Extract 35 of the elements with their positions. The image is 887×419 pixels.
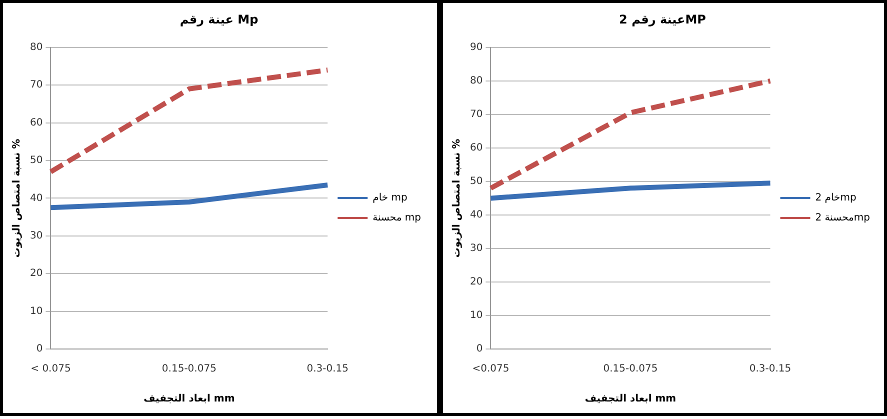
x-tick-label: < 0.075 <box>30 364 71 375</box>
y-tick-label: 50 <box>30 155 43 166</box>
x-tick-label: 0.3-0.15 <box>749 364 792 375</box>
legend-label: محسنة mp <box>372 212 422 224</box>
x-axis-title: ابعاد التجفيف mm <box>144 394 235 405</box>
y-tick-label: 30 <box>30 230 43 242</box>
y-tick-label: 0 <box>36 344 43 355</box>
y-tick-label: 90 <box>470 42 483 53</box>
y-tick-label: 30 <box>470 243 483 254</box>
x-tick-label: 0.15-0.075 <box>162 364 216 375</box>
x-tick-label: 0.3-0.15 <box>306 364 349 375</box>
legend-label: خام 2mp <box>815 192 856 204</box>
legend-label: خام mp <box>372 192 408 204</box>
legend-label: محسنة 2mp <box>815 212 870 224</box>
y-tick-label: 60 <box>470 142 483 154</box>
x-tick-label: <0.075 <box>472 364 510 375</box>
y-tick-label: 50 <box>470 176 483 188</box>
y-tick-label: 80 <box>30 42 43 53</box>
y-tick-label: 70 <box>30 80 43 91</box>
x-axis-title: ابعاد التجفيف mm <box>584 394 676 405</box>
y-axis-title: نسبة امتصاص الزيوت % <box>452 138 463 258</box>
y-tick-label: 20 <box>470 276 483 288</box>
y-tick-label: 20 <box>30 268 43 280</box>
y-tick-label: 80 <box>470 76 483 87</box>
x-tick-label: 0.15-0.075 <box>603 364 658 375</box>
y-tick-label: 70 <box>470 109 483 120</box>
y-tick-label: 10 <box>470 310 483 322</box>
y-tick-label: 0 <box>476 344 483 355</box>
chart-title: عينة رقم Mp <box>180 12 259 26</box>
y-tick-label: 60 <box>30 117 43 128</box>
y-tick-label: 40 <box>470 210 483 221</box>
y-axis-title: نسبة امتصاص الزيوت % <box>12 138 23 258</box>
y-tick-label: 40 <box>30 192 43 204</box>
chart-title: عينة رقم 2MP <box>619 12 706 26</box>
y-tick-label: 10 <box>30 306 43 317</box>
